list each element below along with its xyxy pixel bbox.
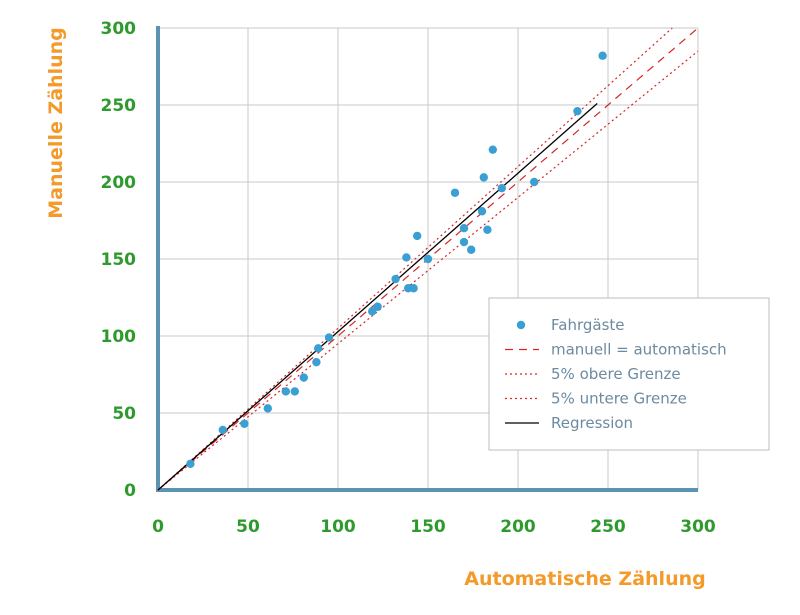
series-line-5-obere-grenze xyxy=(157,27,673,491)
x-tick-label: 100 xyxy=(320,517,356,537)
data-point xyxy=(391,274,400,284)
data-point xyxy=(467,245,476,254)
series-line-regression xyxy=(157,102,598,491)
x-tick-label: 150 xyxy=(410,517,446,537)
data-point xyxy=(598,51,607,60)
data-point xyxy=(573,106,582,116)
legend-items: Fahrgäste manuell = automatisch 5% obere G… xyxy=(505,316,727,432)
legend: Fahrgäste manuell = automatisch 5% obere G… xyxy=(488,297,770,451)
y-tick-label: 250 xyxy=(101,96,137,116)
y-tick-label: 300 xyxy=(101,19,137,39)
legend-label-regression: Regression xyxy=(551,414,633,432)
legend-marker-fahrg-ste xyxy=(516,320,526,330)
data-point xyxy=(488,145,497,154)
data-point xyxy=(497,183,506,193)
data-point xyxy=(483,225,492,234)
data-point xyxy=(479,173,488,182)
legend-label-fahrg-ste: Fahrgäste xyxy=(551,316,625,334)
x-axis-title: Automatische Zählung xyxy=(464,568,705,590)
data-point xyxy=(402,253,411,262)
x-tick-label: 200 xyxy=(500,517,536,537)
y-tick-label: 200 xyxy=(101,173,137,193)
x-tick-label: 250 xyxy=(590,517,626,537)
data-point xyxy=(240,419,249,428)
data-point xyxy=(281,387,290,396)
data-point xyxy=(530,177,539,187)
data-point xyxy=(423,254,433,264)
y-tick-label: 150 xyxy=(101,250,137,270)
data-point xyxy=(409,284,418,293)
tick-labels: 0 50 100 150 200 250 300 0 50 100 150 200 250 300 xyxy=(101,19,716,537)
y-tick-label: 50 xyxy=(112,404,136,424)
data-point xyxy=(459,224,469,233)
y-tick-label: 0 xyxy=(124,481,136,501)
series-line-5-untere-grenze xyxy=(157,50,699,491)
data-point xyxy=(186,459,195,469)
data-point xyxy=(312,357,321,367)
data-point xyxy=(299,373,308,382)
y-axis-title: Manuelle Zählung xyxy=(45,27,67,218)
x-tick-label: 50 xyxy=(236,517,260,537)
y-tick-label: 100 xyxy=(101,327,137,347)
data-point xyxy=(324,333,334,342)
data-point xyxy=(459,237,469,247)
data-point xyxy=(314,344,323,353)
x-tick-label: 0 xyxy=(152,517,164,537)
data-point xyxy=(263,404,272,413)
x-tick-label: 300 xyxy=(680,517,716,537)
legend-label-5-untere-grenze: 5% untere Grenze xyxy=(551,390,687,408)
data-point xyxy=(290,387,299,396)
data-points xyxy=(186,51,607,469)
data-point xyxy=(477,207,487,216)
axes xyxy=(156,26,698,492)
legend-label-5-obere-grenze: 5% obere Grenze xyxy=(551,365,681,383)
legend-label-manuell-automatisch: manuell = automatisch xyxy=(551,341,727,359)
data-point xyxy=(218,425,227,435)
data-point xyxy=(450,188,460,197)
data-point xyxy=(373,302,382,311)
data-point xyxy=(413,231,422,241)
